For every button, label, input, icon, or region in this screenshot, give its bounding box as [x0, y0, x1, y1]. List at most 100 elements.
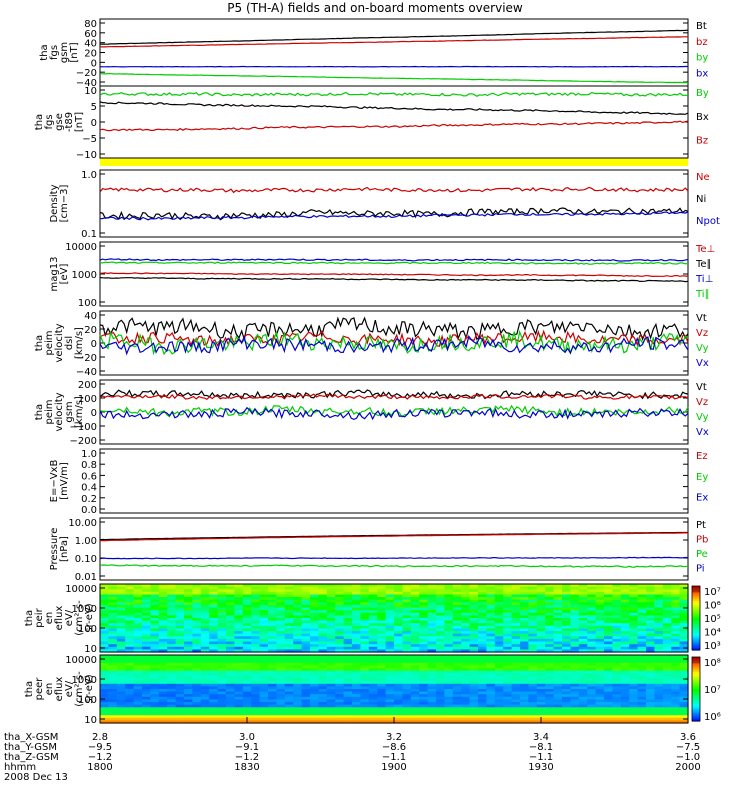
colorbar-cell — [692, 703, 700, 707]
spectrogram-cell — [100, 683, 109, 687]
spectrogram-cell — [402, 717, 412, 721]
spectrogram-cell — [200, 625, 210, 629]
spectrogram-cell — [587, 584, 597, 588]
spectrogram-cell — [444, 633, 454, 637]
spectrogram-cell — [402, 631, 412, 635]
spectrogram-cell — [494, 625, 504, 629]
spectrogram-cell — [662, 586, 672, 590]
spectrogram-cell — [410, 673, 420, 677]
spectrogram-cell — [326, 686, 336, 690]
spectrogram-cell — [528, 717, 538, 721]
spectrogram-cell — [360, 623, 370, 627]
spectrogram-cell — [192, 602, 202, 606]
spectrogram-cell — [671, 631, 681, 635]
spectrogram-cell — [226, 607, 235, 611]
spectrogram-cell — [503, 641, 513, 645]
spectrogram-cell — [662, 604, 672, 609]
spectrogram-cell — [158, 631, 168, 635]
spectrogram-cell — [595, 657, 605, 661]
colorbar-cell — [692, 706, 700, 709]
spectrogram-cell — [209, 699, 219, 703]
spectrogram-cell — [612, 625, 622, 629]
spectrogram-cell — [536, 665, 546, 669]
spectrogram-cell — [620, 620, 630, 624]
y-axis-label: [nPa] — [59, 536, 70, 562]
spectrogram-cell — [444, 694, 454, 698]
spectrogram-cell — [444, 646, 454, 650]
spectrogram-cell — [352, 620, 361, 624]
spectrogram-cell — [536, 638, 546, 643]
spectrogram-cell — [108, 683, 118, 687]
spectrogram-cell — [419, 696, 429, 700]
spectrogram-cell — [192, 668, 202, 672]
spectrogram-cell — [318, 612, 328, 616]
spectrogram-cell — [654, 683, 664, 687]
spectrogram-cell — [116, 641, 126, 645]
spectrogram-cell — [116, 665, 126, 669]
spectrogram-cell — [452, 694, 462, 698]
spectrogram-cell — [184, 633, 193, 637]
spectrogram-cell — [385, 686, 395, 690]
colorbar-cell — [692, 596, 700, 600]
spectrogram-cell — [385, 707, 395, 711]
spectrogram-cell — [377, 691, 387, 695]
spectrogram-cell — [427, 689, 437, 693]
spectrogram-cell — [368, 602, 378, 606]
spectrogram-cell — [469, 681, 479, 685]
spectrogram-cell — [637, 715, 647, 719]
spectrogram-cell — [326, 670, 336, 674]
spectrogram-cell — [352, 641, 361, 645]
spectrogram-cell — [268, 668, 277, 672]
spectrogram-cell — [419, 620, 429, 624]
spectrogram-cell — [184, 610, 193, 614]
spectrogram-cell — [209, 660, 219, 664]
spectrogram-cell — [545, 607, 555, 611]
spectrogram-cell — [209, 662, 219, 666]
spectrogram-cell — [528, 686, 538, 690]
colorbar-cell — [692, 667, 700, 671]
spectrogram-cell — [318, 683, 328, 687]
spectrogram-cell — [629, 707, 639, 711]
spectrogram-cell — [310, 657, 319, 661]
spectrogram-cell — [671, 683, 681, 687]
spectrogram-cell — [158, 699, 168, 703]
spectrogram-cell — [175, 615, 185, 619]
spectrogram-cell — [545, 644, 555, 648]
spectrogram-cell — [402, 691, 412, 695]
spectrogram-cell — [276, 720, 286, 724]
spectrogram-cell — [175, 699, 185, 703]
spectrogram-cell — [629, 715, 639, 719]
spectrogram-cell — [646, 662, 655, 666]
spectrogram-cell — [259, 696, 269, 700]
spectrogram-cell — [335, 604, 345, 609]
spectrogram-cell — [226, 720, 235, 724]
spectrogram-cell — [150, 670, 160, 674]
spectrogram-cell — [142, 694, 151, 698]
spectrogram-cell — [167, 696, 177, 700]
spectrogram-cell — [293, 644, 303, 648]
spectrogram-cell — [427, 586, 437, 590]
spectrogram-cell — [419, 623, 429, 627]
spectrogram-cell — [209, 618, 219, 622]
spectrogram-cell — [503, 673, 513, 677]
spectrogram-cell — [242, 704, 252, 708]
spectrogram-cell — [352, 665, 361, 669]
spectrogram-cell — [436, 589, 445, 593]
spectrogram-cell — [167, 704, 177, 708]
spectrogram-cell — [562, 673, 571, 677]
spectrogram-cell — [427, 618, 437, 622]
spectrogram-cell — [301, 644, 311, 648]
spectrogram-cell — [293, 604, 303, 609]
spectrogram-cell — [562, 615, 571, 619]
spectrogram-cell — [284, 584, 294, 588]
spectrogram-cell — [444, 668, 454, 672]
spectrogram-cell — [217, 686, 227, 690]
spectrogram-cell — [410, 623, 420, 627]
spectrogram-cell — [629, 615, 639, 619]
spectrogram-cell — [226, 675, 235, 680]
spectrogram-cell — [268, 720, 277, 724]
spectrogram-cell — [184, 636, 193, 640]
spectrogram-cell — [217, 604, 227, 609]
spectrogram-cell — [461, 602, 471, 606]
y-tick-label: 0 — [91, 408, 97, 419]
